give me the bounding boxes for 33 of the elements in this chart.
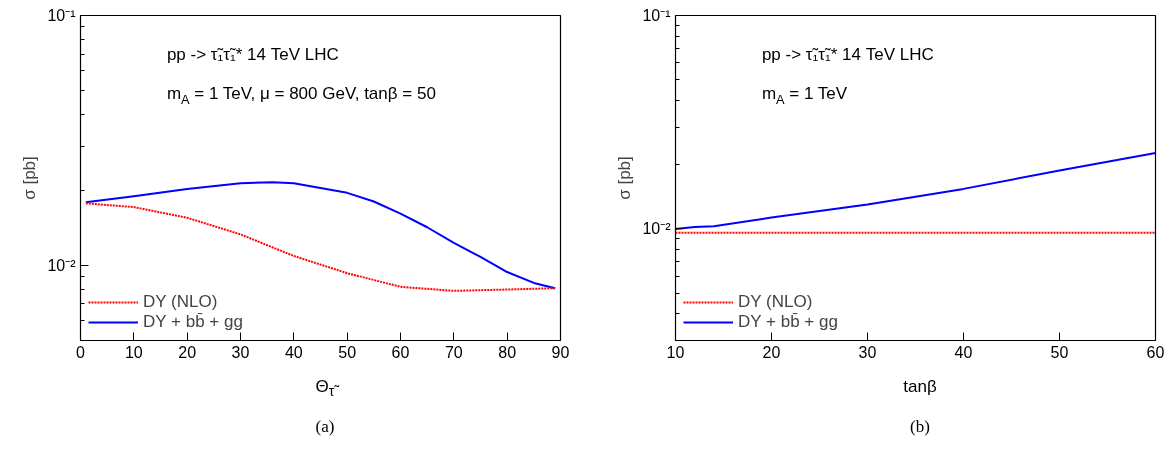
annotation: pp -> τ̃₁τ̃₁* 14 TeV LHC — [761, 45, 934, 64]
x-tick-label: 60 — [1146, 343, 1165, 361]
x-tick-label: 70 — [444, 343, 463, 361]
x-tick-label: 10 — [124, 343, 143, 361]
y-tick-label: 10⁻² — [47, 256, 77, 274]
x-tick-label: 0 — [76, 343, 86, 361]
x-tick-label: 20 — [762, 343, 781, 361]
x-tick-label: 10 — [666, 343, 685, 361]
x-tick-label: 30 — [231, 343, 250, 361]
x-tick-label: 50 — [1050, 343, 1069, 361]
legend-label: DY (NLO) — [143, 292, 218, 312]
annotation: pp -> τ̃₁τ̃₁* 14 TeV LHC — [166, 45, 339, 64]
line-series — [84, 202, 557, 292]
x-tick-label: 80 — [498, 343, 517, 361]
x-tick-label: 20 — [178, 343, 197, 361]
x-axis-title: tanβ — [903, 376, 937, 398]
y-axis-title: σ [pb] — [615, 156, 635, 200]
text: (b) — [910, 416, 930, 438]
text: (a) — [315, 416, 335, 438]
line-series — [675, 151, 1156, 230]
x-tick-label: 40 — [284, 343, 303, 361]
y-tick-label: 10⁻² — [642, 220, 672, 238]
legend-label: DY + bb̄ + gg — [143, 312, 243, 332]
x-tick-label: 50 — [338, 343, 357, 361]
y-tick-label: 10⁻¹ — [642, 7, 671, 24]
legend-label: DY + bb̄ + gg — [738, 312, 838, 332]
x-tick-label: 90 — [551, 343, 570, 361]
x-tick-label: 30 — [858, 343, 877, 361]
x-tick-label: 40 — [954, 343, 973, 361]
y-axis-title: σ [pb] — [20, 156, 40, 200]
legend-label: DY (NLO) — [738, 292, 813, 312]
x-tick-label: 60 — [391, 343, 410, 361]
y-tick-label: 10⁻¹ — [47, 7, 76, 24]
